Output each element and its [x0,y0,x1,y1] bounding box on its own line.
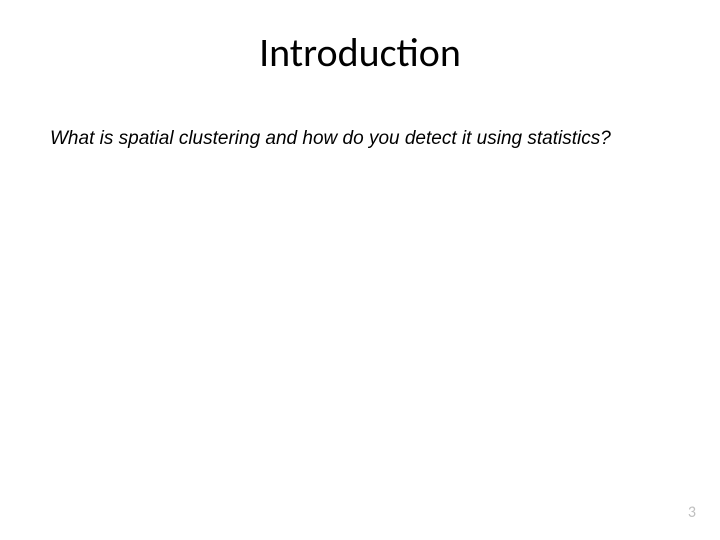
slide-container: Introduction What is spatial clustering … [0,0,720,540]
slide-subtitle: What is spatial clustering and how do yo… [50,128,611,150]
page-number: 3 [688,503,696,522]
slide-title: Introduction [0,28,720,77]
